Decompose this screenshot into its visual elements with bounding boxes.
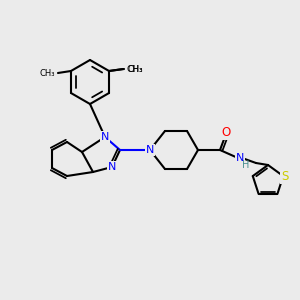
Text: S: S [281, 169, 289, 183]
Text: N: N [101, 132, 109, 142]
Text: O: O [221, 125, 231, 139]
Text: N: N [108, 162, 116, 172]
Text: N: N [236, 153, 244, 163]
Text: N: N [146, 145, 154, 155]
Text: H: H [242, 160, 250, 170]
Text: CH₃: CH₃ [127, 64, 142, 74]
Text: CH₃: CH₃ [39, 68, 55, 77]
Text: CH₃: CH₃ [126, 64, 143, 74]
